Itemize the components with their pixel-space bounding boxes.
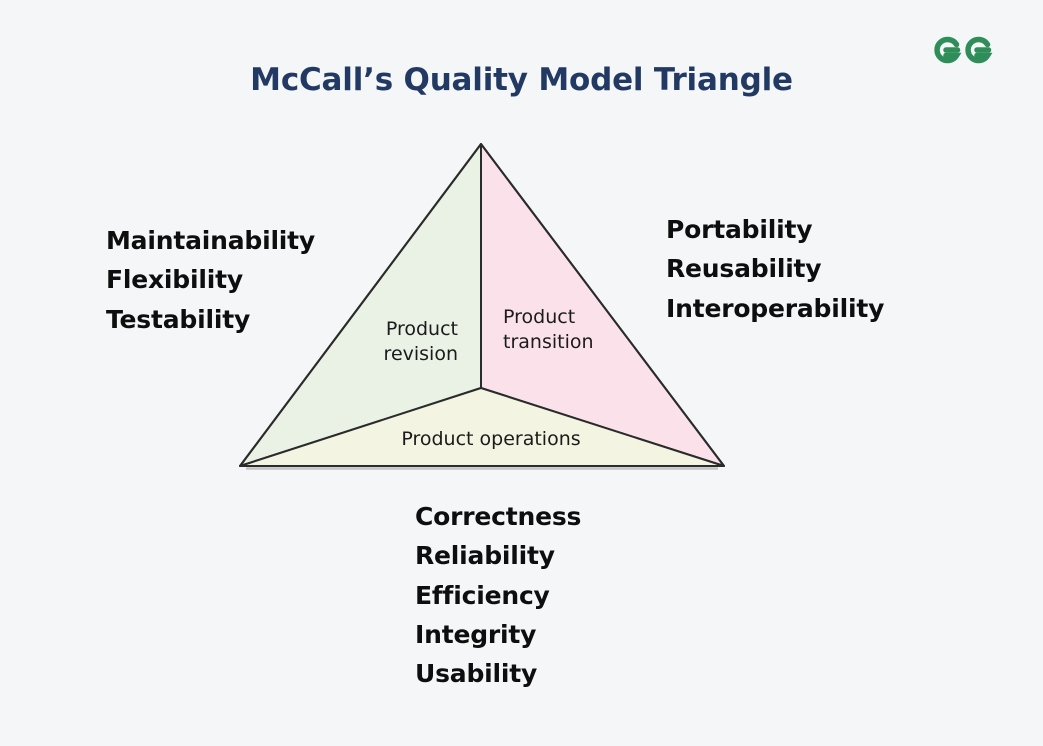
factor-item: Maintainability — [106, 226, 316, 255]
factor-item: Correctness — [415, 502, 582, 531]
factor-item: Usability — [415, 659, 538, 688]
factor-item: Testability — [106, 304, 251, 334]
factor-item: Reusability — [666, 254, 822, 284]
factor-list-product-transition: Portability Reusability Interoperability — [666, 210, 884, 328]
factor-item: Efficiency — [415, 580, 550, 610]
factor-item: Reliability — [415, 541, 555, 571]
factor-list-product-revision: Maintainability Flexibility Testability — [106, 221, 315, 339]
segment-label-product-operations: Product operations — [401, 428, 581, 450]
segment-label-product-revision: Product revision — [383, 318, 458, 366]
factor-item: Flexibility — [106, 265, 243, 295]
factor-item: Portability — [666, 215, 813, 244]
factor-list-product-operations: Correctness Reliability Efficiency Integ… — [415, 497, 581, 693]
factor-item: Integrity — [415, 619, 537, 649]
geeksforgeeks-logo — [932, 28, 1002, 72]
page-title: McCall’s Quality Model Triangle — [250, 62, 793, 98]
segment-label-product-transition: Product transition — [503, 306, 594, 354]
factor-item: Interoperability — [666, 293, 885, 323]
